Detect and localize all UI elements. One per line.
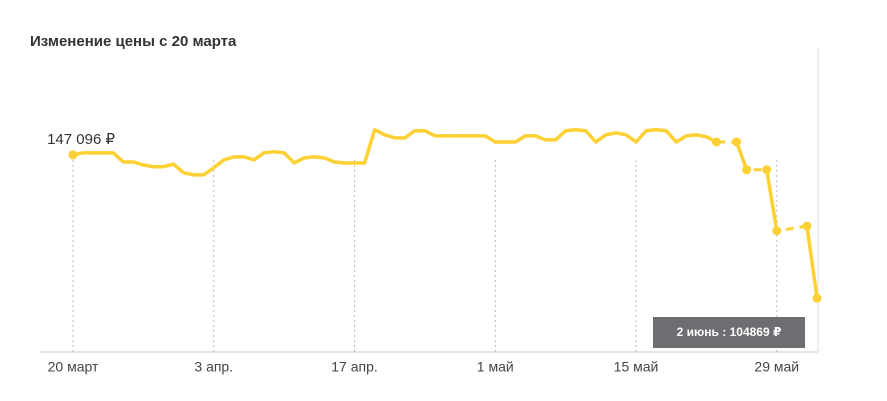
x-tick-label: 15 май [614, 359, 659, 375]
line [72, 127, 718, 177]
x-tick-label: 3 апр. [194, 359, 233, 375]
point [742, 165, 752, 175]
point [812, 293, 822, 303]
chart-title: Изменение цены с 20 марта [30, 33, 237, 50]
tooltip-box [653, 317, 805, 348]
point [732, 137, 742, 147]
line [765, 169, 779, 232]
value-label: 147 096 ₽ [47, 131, 115, 148]
point [802, 221, 812, 231]
x-tick-label: 1 май [477, 359, 514, 375]
point [762, 165, 772, 175]
line [734, 141, 749, 171]
point [68, 150, 78, 160]
x-tick-label: 17 апр. [331, 359, 378, 375]
x-tick-label: 20 март [48, 359, 99, 375]
point [711, 137, 721, 147]
line [805, 225, 819, 299]
x-tick-label: 29 май [754, 359, 799, 375]
point [772, 226, 782, 236]
tooltip-text: 2 июнь : 104869 ₽ [677, 325, 782, 339]
